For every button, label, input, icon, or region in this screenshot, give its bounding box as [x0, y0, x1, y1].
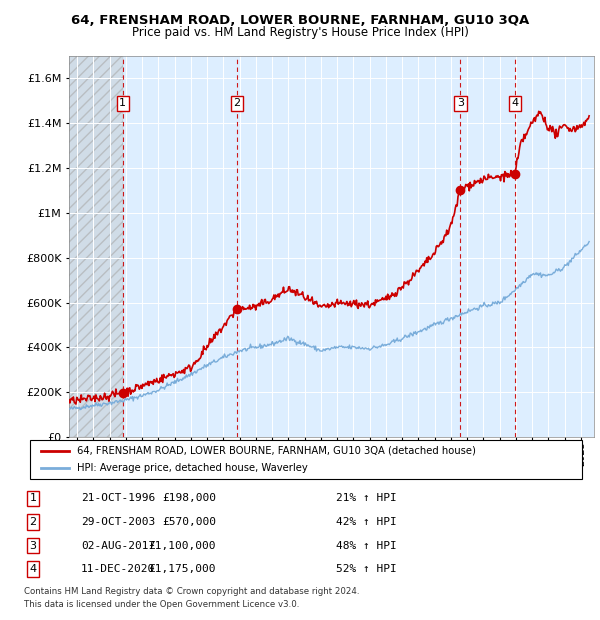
Text: 1: 1 — [29, 494, 37, 503]
Text: 21-OCT-1996: 21-OCT-1996 — [81, 494, 155, 503]
Text: 52% ↑ HPI: 52% ↑ HPI — [336, 564, 397, 574]
Text: Price paid vs. HM Land Registry's House Price Index (HPI): Price paid vs. HM Land Registry's House … — [131, 26, 469, 39]
Text: £570,000: £570,000 — [162, 517, 216, 527]
Text: 11-DEC-2020: 11-DEC-2020 — [81, 564, 155, 574]
Text: 42% ↑ HPI: 42% ↑ HPI — [336, 517, 397, 527]
Text: 64, FRENSHAM ROAD, LOWER BOURNE, FARNHAM, GU10 3QA (detached house): 64, FRENSHAM ROAD, LOWER BOURNE, FARNHAM… — [77, 446, 476, 456]
Text: £1,100,000: £1,100,000 — [149, 541, 216, 551]
Text: This data is licensed under the Open Government Licence v3.0.: This data is licensed under the Open Gov… — [24, 600, 299, 609]
Bar — [69, 56, 123, 437]
Text: 3: 3 — [29, 541, 37, 551]
Text: 2: 2 — [233, 99, 241, 108]
Text: 21% ↑ HPI: 21% ↑ HPI — [336, 494, 397, 503]
Text: 3: 3 — [457, 99, 464, 108]
Text: 4: 4 — [511, 99, 518, 108]
Text: 1: 1 — [119, 99, 127, 108]
Text: £1,175,000: £1,175,000 — [149, 564, 216, 574]
FancyBboxPatch shape — [30, 440, 582, 479]
Text: Contains HM Land Registry data © Crown copyright and database right 2024.: Contains HM Land Registry data © Crown c… — [24, 587, 359, 596]
Text: HPI: Average price, detached house, Waverley: HPI: Average price, detached house, Wave… — [77, 463, 308, 473]
Text: 2: 2 — [29, 517, 37, 527]
Text: 48% ↑ HPI: 48% ↑ HPI — [336, 541, 397, 551]
Text: £198,000: £198,000 — [162, 494, 216, 503]
Text: 29-OCT-2003: 29-OCT-2003 — [81, 517, 155, 527]
Text: 64, FRENSHAM ROAD, LOWER BOURNE, FARNHAM, GU10 3QA: 64, FRENSHAM ROAD, LOWER BOURNE, FARNHAM… — [71, 14, 529, 27]
Text: 4: 4 — [29, 564, 37, 574]
Text: 02-AUG-2017: 02-AUG-2017 — [81, 541, 155, 551]
